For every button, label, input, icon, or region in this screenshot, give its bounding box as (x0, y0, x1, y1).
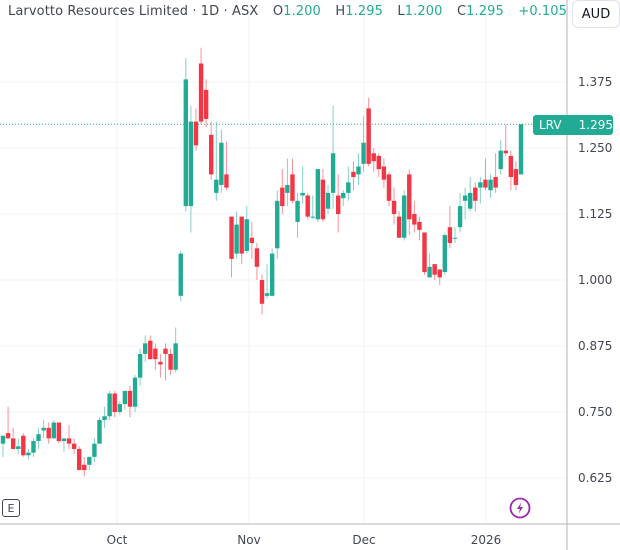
price-tick-label: 0.750 (578, 405, 613, 419)
price-tick-label: 1.000 (578, 273, 613, 287)
time-tick-label: Nov (237, 533, 261, 547)
price-tag-value: 1.295 (578, 118, 613, 132)
currency-button[interactable]: AUD (572, 0, 620, 28)
interval[interactable]: 1D (200, 4, 220, 19)
earnings-badge[interactable]: E (2, 499, 20, 517)
low-label: L (397, 4, 405, 19)
time-tick-label: Dec (352, 533, 376, 547)
exchange: ASX (231, 4, 259, 19)
candles (0, 47, 524, 477)
lightning-icon[interactable] (509, 497, 531, 519)
time-tick-label: 2026 (470, 533, 502, 547)
close-label: C (456, 4, 467, 19)
price-tick-label: 0.625 (578, 471, 613, 485)
grid-lines (0, 0, 567, 524)
price-tick-label: 1.125 (578, 207, 613, 221)
time-tick-label: Oct (106, 533, 128, 547)
close-value: 1.295 (466, 4, 504, 19)
open-label: O (272, 4, 284, 19)
high-label: H (335, 4, 346, 19)
last-price-tag: LRV 1.295 (533, 115, 613, 135)
high-value: 1.295 (345, 4, 383, 19)
symbol-title[interactable]: Larvotto Resources Limited (8, 4, 189, 19)
price-tag-symbol: LRV (539, 118, 562, 132)
open-value: 1.200 (283, 4, 321, 19)
low-value: 1.200 (404, 4, 443, 19)
chart-legend: Larvotto Resources Limited · 1D · ASX O1… (8, 4, 620, 19)
price-tick-label: 1.250 (578, 141, 613, 155)
price-tick-label: 0.875 (578, 339, 613, 353)
price-tick-label: 1.375 (578, 75, 613, 89)
